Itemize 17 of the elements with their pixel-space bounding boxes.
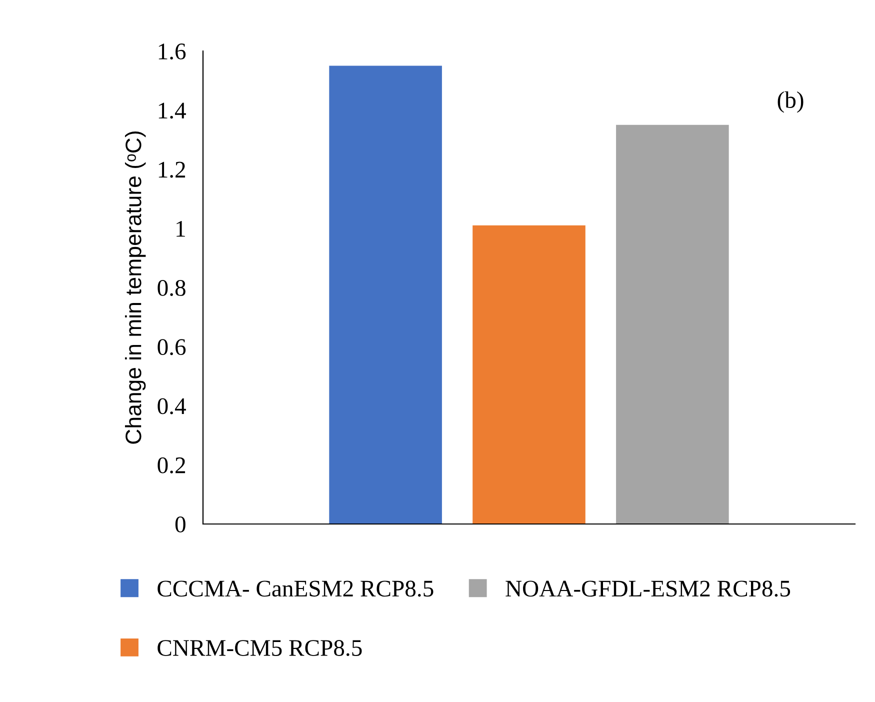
y-tick-label: 0.4 bbox=[158, 398, 186, 414]
y-tick-label: 1 bbox=[176, 220, 185, 237]
bar bbox=[329, 66, 442, 524]
y-axis-title: Change in min temperature (ᵒC) bbox=[124, 132, 146, 444]
y-tick-label: 1.2 bbox=[158, 162, 186, 178]
y-tick-label: 0.8 bbox=[158, 280, 186, 296]
y-tick-label: 0.6 bbox=[158, 339, 186, 356]
legend-label: NOAA-GFDL-ESM2 RCP8.5 bbox=[506, 580, 790, 597]
bar bbox=[472, 225, 586, 524]
y-tick-label: 0.2 bbox=[158, 457, 186, 474]
annotation: (b) bbox=[778, 91, 804, 113]
legend-label: CCCMA- CanESM2 RCP8.5 bbox=[158, 580, 434, 597]
bar bbox=[616, 124, 729, 524]
y-tick-label: 1.6 bbox=[158, 44, 186, 60]
y-tick-label: 1.4 bbox=[158, 102, 186, 119]
legend-label: CNRM-CM5 RCP8.5 bbox=[158, 640, 362, 656]
y-tick-label: 0 bbox=[175, 516, 186, 532]
